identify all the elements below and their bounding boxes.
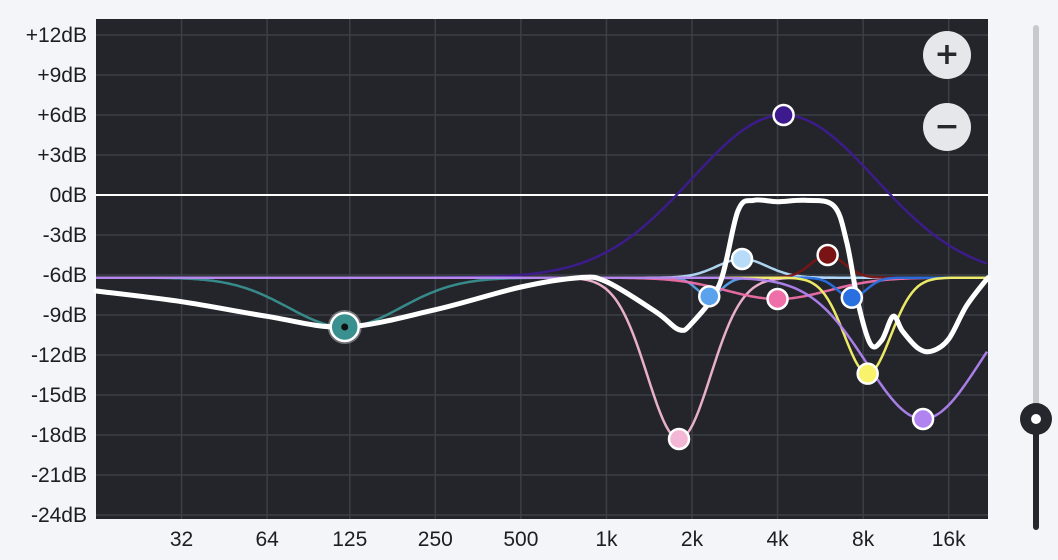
band-10-handle[interactable] — [911, 407, 935, 431]
zoom-out-button[interactable]: − — [923, 103, 971, 151]
band-8-handle[interactable] — [840, 286, 864, 309]
x-axis: 32 64 125 250 500 1k 2k 4k 8k 16k — [170, 528, 966, 551]
y-tick-label: -18dB — [31, 424, 87, 447]
slider-track-upper[interactable] — [1033, 25, 1039, 419]
band-curves — [96, 113, 989, 441]
y-tick-label: -12dB — [31, 344, 87, 367]
vertical-slider[interactable] — [1020, 25, 1052, 530]
band-7-handle[interactable] — [816, 243, 839, 267]
y-tick-label: +6dB — [37, 104, 87, 127]
x-tick-label: 125 — [332, 528, 367, 551]
y-tick-label: +3dB — [37, 144, 87, 167]
band-6-handle[interactable] — [766, 287, 789, 311]
y-tick-label: 0dB — [50, 184, 87, 207]
band-5-handle[interactable] — [772, 103, 795, 127]
y-tick-label: -21dB — [31, 464, 87, 487]
x-tick-label: 500 — [503, 528, 538, 551]
x-tick-label: 250 — [418, 528, 453, 551]
band-1-handle[interactable] — [327, 310, 362, 344]
band-4-handle[interactable] — [730, 247, 754, 271]
y-tick-label: -15dB — [31, 384, 87, 407]
band-9-handle[interactable] — [856, 362, 879, 385]
y-tick-label: +12dB — [26, 24, 87, 47]
grid — [96, 19, 988, 519]
zoom-in-button[interactable]: + — [923, 31, 971, 79]
y-tick-label: -9dB — [43, 304, 87, 327]
band-3-handle[interactable] — [698, 285, 721, 308]
x-tick-label: 8k — [852, 528, 875, 551]
band-1-handle-center — [341, 323, 349, 331]
x-tick-label: 2k — [681, 528, 704, 551]
combined-response-curve — [93, 197, 991, 355]
y-tick-label: +9dB — [37, 64, 87, 87]
x-tick-label: 16k — [932, 528, 966, 551]
x-tick-label: 4k — [766, 528, 789, 551]
y-tick-label: -24dB — [31, 504, 87, 527]
band-handles — [327, 103, 935, 451]
x-tick-label: 32 — [170, 528, 193, 551]
slider-thumb-dot — [1031, 413, 1041, 424]
band-2-handle[interactable] — [667, 427, 691, 451]
y-axis: +12dB +9dB +6dB +3dB 0dB -3dB -6dB -9dB -12dB -15… — [26, 24, 87, 527]
slider-thumb[interactable] — [1020, 402, 1052, 435]
y-tick-label: -6dB — [43, 264, 87, 287]
band-10-curve — [96, 276, 989, 421]
y-tick-label: -3dB — [43, 224, 87, 247]
x-tick-label: 64 — [255, 528, 279, 551]
slider-track-filled[interactable] — [1033, 418, 1039, 530]
x-tick-label: 1k — [595, 528, 618, 551]
